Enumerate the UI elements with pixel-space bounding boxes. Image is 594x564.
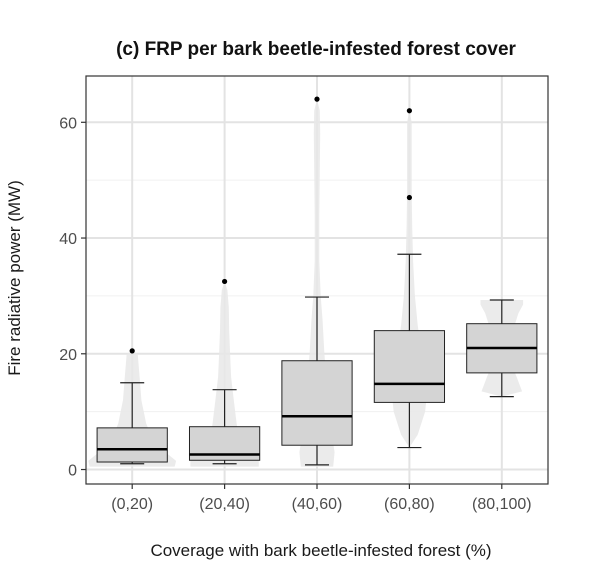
outlier-point (129, 348, 135, 354)
x-tick-label: (20,40) (199, 496, 250, 513)
y-tick-label: 0 (68, 463, 77, 480)
x-tick-label: (40,60) (292, 496, 343, 513)
y-tick-label: 60 (59, 115, 77, 132)
x-tick-label: (0,20) (111, 496, 153, 513)
y-tick-label: 40 (59, 231, 77, 248)
box-(40,60) (281, 360, 353, 446)
violin-(20,40) (190, 281, 259, 467)
x-axis-label: Coverage with bark beetle-infested fores… (150, 541, 491, 560)
outlier-point (406, 108, 412, 114)
box-(0,20) (96, 427, 168, 463)
x-tick-label: (80,100) (472, 496, 532, 513)
outlier-point (222, 278, 228, 285)
chart-title: (c) FRP per bark beetle-infested forest … (116, 39, 516, 60)
y-axis-label: Fire radiative power (MW) (5, 180, 24, 376)
box-(60,80) (373, 330, 446, 403)
plot-panel: 0 20 40 60 (0,20) (20,40) (40,60) (60,80) (80,10… (59, 75, 549, 513)
outlier-point (314, 96, 320, 102)
x-tick-label: (60,80) (384, 496, 435, 513)
y-tick-label: 20 (59, 347, 77, 364)
outlier-point (406, 194, 412, 201)
